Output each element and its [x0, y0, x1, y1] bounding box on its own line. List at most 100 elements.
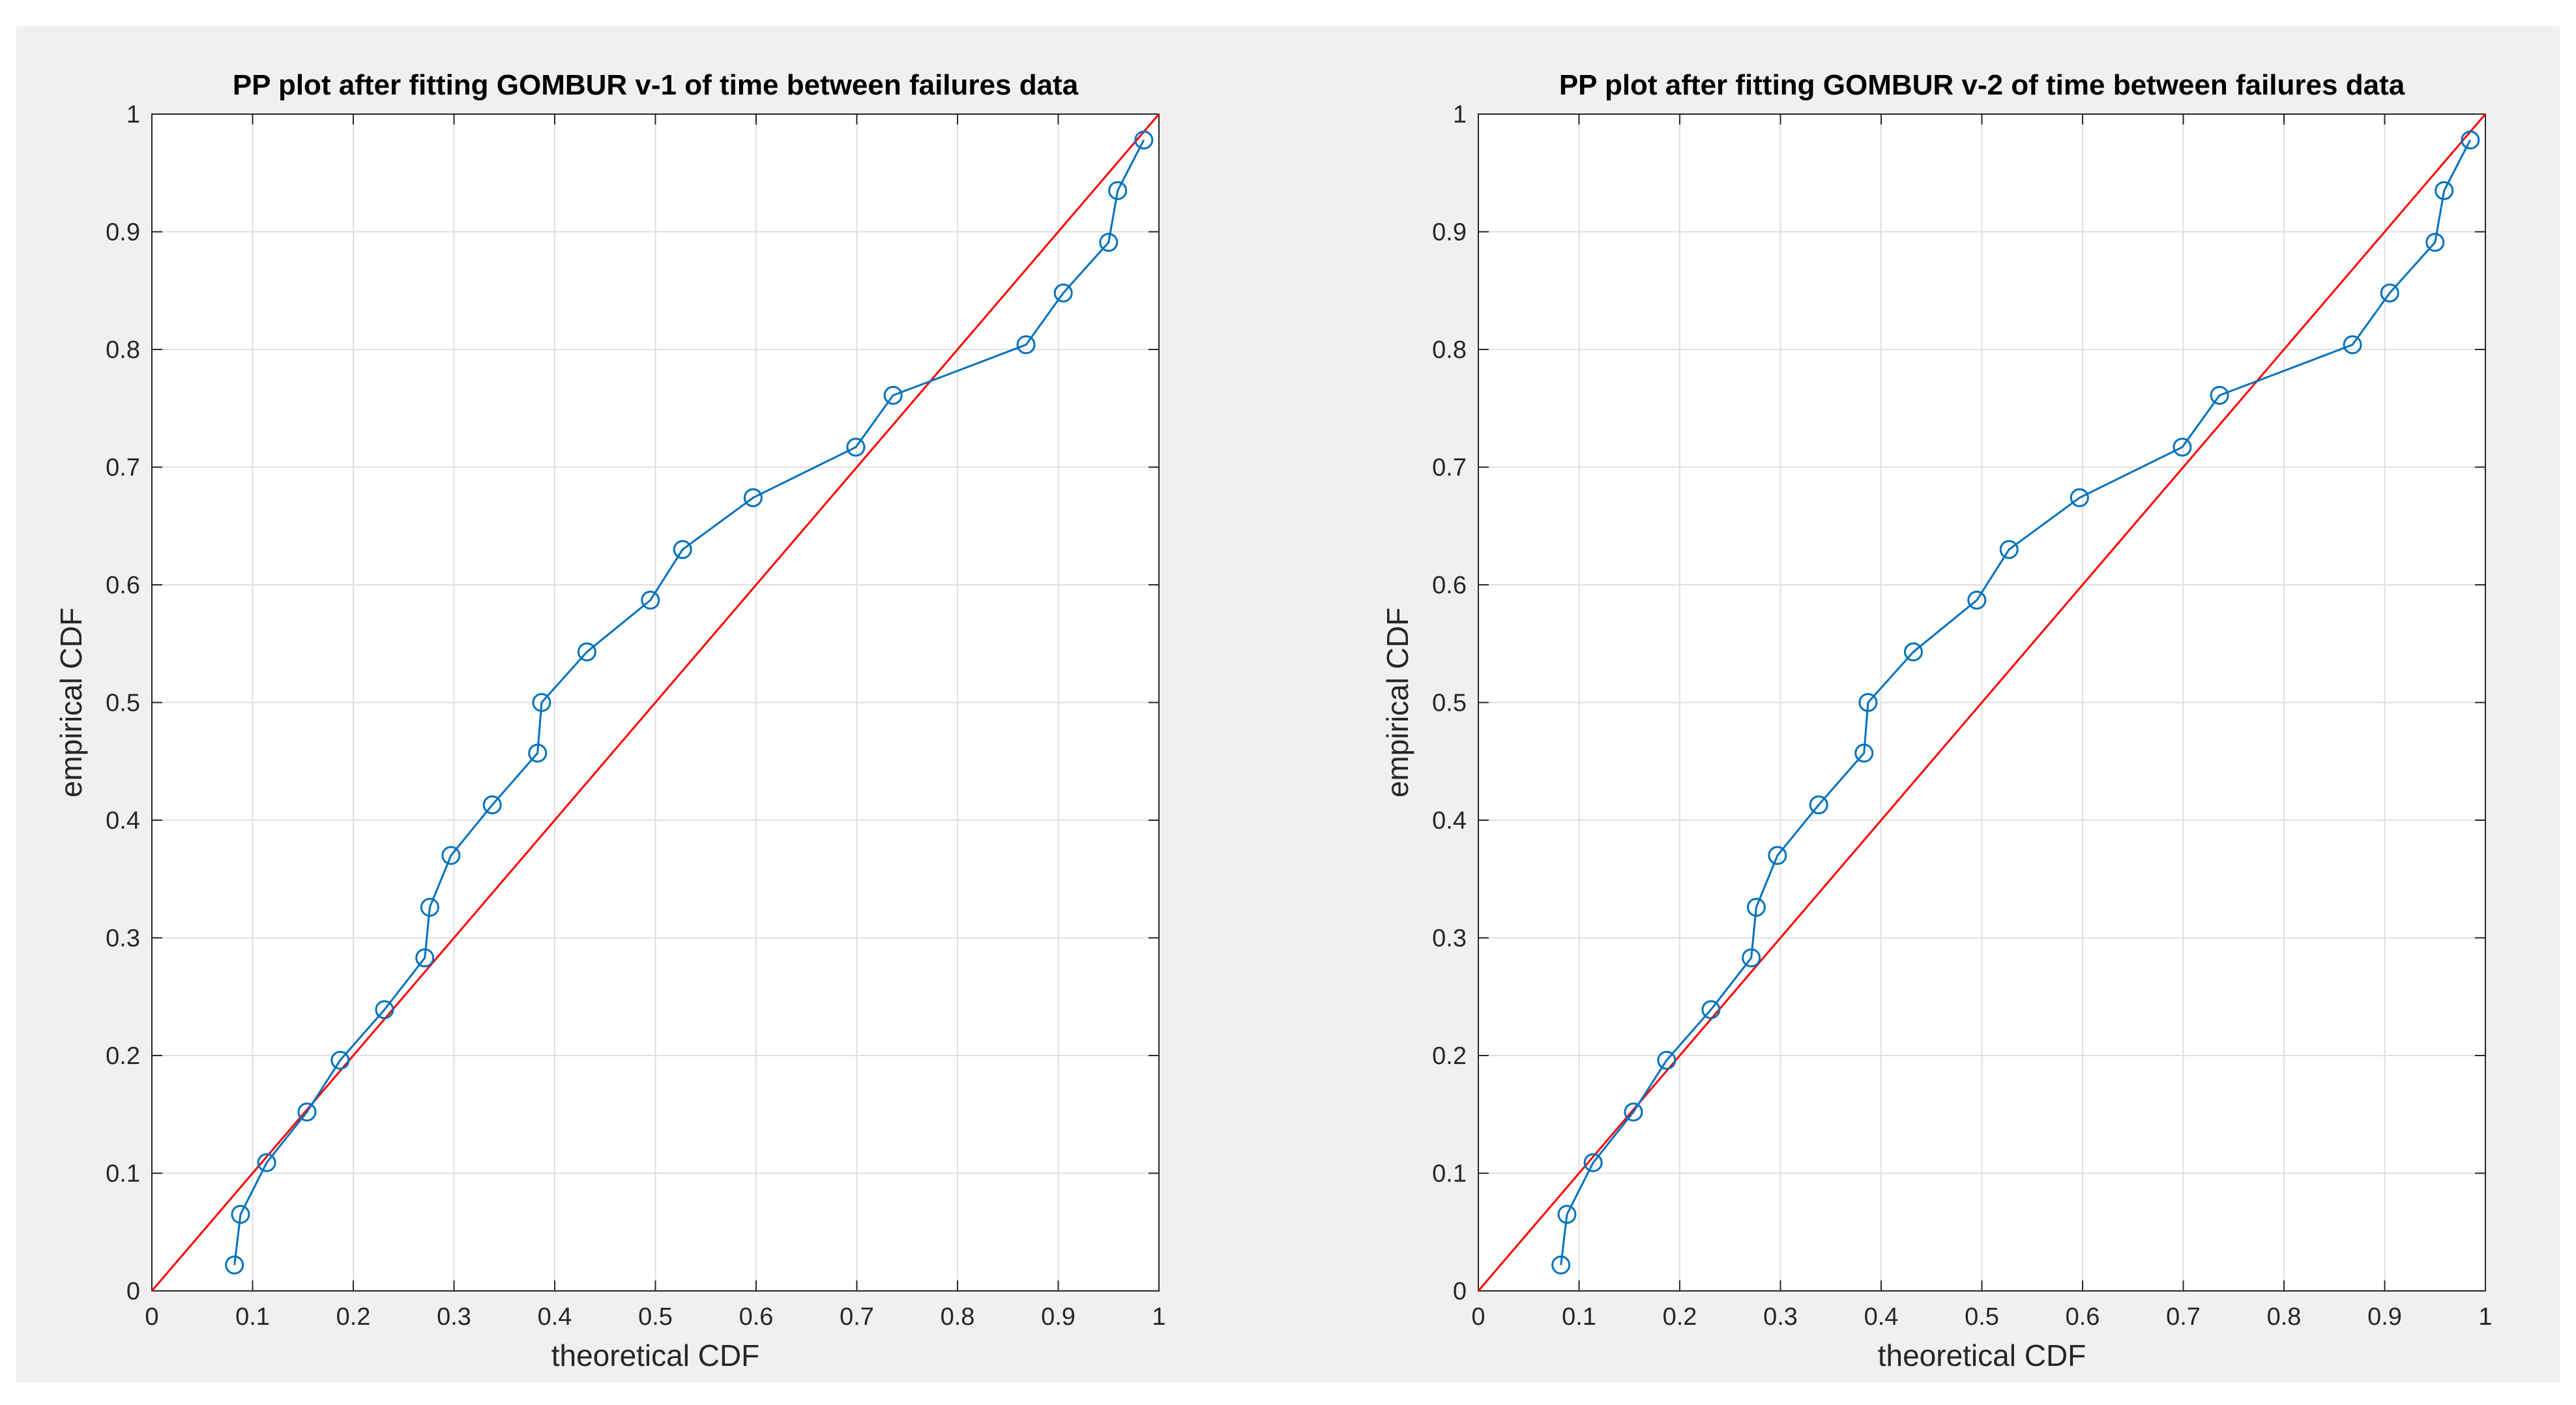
- y-tick-label: 0.7: [106, 454, 140, 482]
- x-tick-label: 0.3: [437, 1303, 471, 1331]
- figure-window: 0 0.1 0.2 0.3 0.4 0.5 0.6 0.7 0.8 0.9 1 0 0.1 0.2 0.3 0…: [16, 26, 2560, 1382]
- data-point-marker: [743, 488, 763, 507]
- x-tick-label: 0: [1471, 1303, 1485, 1331]
- axes-frame: [151, 113, 1160, 1292]
- data-point-marker: [846, 437, 866, 457]
- x-tick-label: 1: [2478, 1303, 2492, 1331]
- data-point-marker: [1551, 1255, 1571, 1275]
- data-point-marker: [2425, 233, 2445, 252]
- x-tick-label: 0.7: [840, 1303, 874, 1331]
- data-point-marker: [1016, 335, 1036, 355]
- y-tick-label: 0: [126, 1278, 140, 1305]
- y-tick-label: 0.9: [106, 219, 140, 246]
- data-point-marker: [1967, 590, 1987, 610]
- data-point-marker: [1809, 795, 1828, 815]
- x-tick-label: 0.3: [1763, 1303, 1798, 1331]
- y-tick-label: 0.3: [106, 925, 140, 953]
- data-point-marker: [532, 693, 551, 712]
- y-tick-label: 0.7: [1432, 454, 1467, 482]
- y-tick-label: 0.4: [1432, 807, 1467, 835]
- data-point-marker: [2380, 283, 2399, 303]
- y-tick-label: 0.4: [106, 807, 140, 835]
- y-tick-label: 0.1: [1432, 1161, 1467, 1188]
- data-point-marker: [1903, 642, 1923, 662]
- data-point-marker: [1624, 1102, 1643, 1122]
- series-line: [1560, 140, 2472, 1265]
- data-point-marker: [2070, 488, 2089, 507]
- x-tick-label: 0.6: [2066, 1303, 2100, 1331]
- figure-canvas: 0 0.1 0.2 0.3 0.4 0.5 0.6 0.7 0.8 0.9 1 0 0.1 0.2 0.3 0…: [54, 69, 2493, 1372]
- data-point-marker: [297, 1102, 317, 1122]
- data-point-marker: [2173, 437, 2192, 457]
- chart-title: PP plot after fitting GOMBUR v-1 of time…: [233, 69, 1079, 101]
- y-tick-label: 0: [1453, 1278, 1467, 1305]
- data-point-marker: [375, 1000, 394, 1020]
- y-tick-label: 0.8: [1432, 336, 1467, 364]
- data-point-marker: [1108, 181, 1128, 200]
- data-point-marker: [577, 642, 596, 662]
- y-tick-label: 0.2: [106, 1043, 140, 1070]
- x-tick-label: 0.9: [2367, 1303, 2402, 1331]
- y-tick-label: 0.1: [106, 1161, 140, 1188]
- y-tick-label: 1: [126, 101, 140, 128]
- data-point-marker: [1053, 283, 1073, 303]
- x-tick-label: 0.4: [538, 1303, 572, 1331]
- data-point-marker: [1768, 846, 1787, 865]
- data-point-marker: [420, 898, 439, 917]
- data-point-marker: [2435, 181, 2454, 200]
- data-point-marker: [330, 1050, 350, 1070]
- data-point-marker: [1742, 948, 1761, 968]
- data-point-marker: [883, 385, 903, 405]
- x-axis-label: theoretical CDF: [551, 1338, 760, 1372]
- data-point-marker: [2210, 385, 2229, 405]
- y-tick-label: 0.6: [106, 572, 140, 599]
- y-tick-label: 1: [1453, 101, 1467, 128]
- data-point-marker: [528, 743, 548, 763]
- data-point-marker: [1701, 1000, 1721, 1020]
- x-tick-label: 0.4: [1864, 1303, 1899, 1331]
- data-point-marker: [1557, 1205, 1577, 1224]
- data-point-marker: [1657, 1050, 1676, 1070]
- x-tick-label: 0.8: [941, 1303, 975, 1331]
- x-tick-label: 0.2: [336, 1303, 371, 1331]
- reference-line: [151, 113, 1160, 1292]
- y-tick-label: 0.6: [1432, 572, 1467, 599]
- data-point-marker: [1583, 1153, 1603, 1172]
- data-point-marker: [1099, 233, 1119, 252]
- data-point-marker: [2343, 335, 2362, 355]
- data-point-marker: [415, 948, 435, 968]
- y-tick-label: 0.9: [1432, 219, 1467, 246]
- data-point-marker: [1999, 540, 2019, 559]
- x-tick-label: 0.5: [638, 1303, 673, 1331]
- data-point-marker: [1854, 743, 1874, 763]
- data-point-marker: [641, 590, 660, 610]
- data-point-marker: [225, 1255, 244, 1275]
- data-point-marker: [1858, 693, 1878, 712]
- y-tick-label: 0.2: [1432, 1043, 1467, 1070]
- y-tick-label: 0.5: [1432, 690, 1467, 717]
- x-tick-label: 0.7: [2166, 1303, 2201, 1331]
- x-tick-label: 0.2: [1663, 1303, 1697, 1331]
- data-point-marker: [482, 795, 502, 815]
- x-tick-label: 0.5: [1965, 1303, 1999, 1331]
- reference-line: [1477, 113, 2487, 1292]
- x-tick-label: 0.9: [1041, 1303, 1076, 1331]
- data-point-marker: [673, 540, 692, 559]
- y-tick-label: 0.8: [106, 336, 140, 364]
- y-tick-label: 0.5: [106, 690, 140, 717]
- y-axis-label: empirical CDF: [54, 608, 88, 797]
- chart-title: PP plot after fitting GOMBUR v-2 of time…: [1559, 69, 2405, 101]
- data-point-marker: [2461, 130, 2480, 150]
- x-tick-label: 0: [145, 1303, 158, 1331]
- x-tick-label: 0.6: [739, 1303, 774, 1331]
- x-axis-label: theoretical CDF: [1878, 1338, 2086, 1372]
- x-tick-label: 1: [1152, 1303, 1165, 1331]
- y-tick-label: 0.3: [1432, 925, 1467, 953]
- data-point-marker: [441, 846, 461, 865]
- series-line: [233, 140, 1145, 1265]
- y-axis-label: empirical CDF: [1381, 608, 1414, 797]
- x-tick-label: 0.8: [2267, 1303, 2302, 1331]
- x-tick-label: 0.1: [235, 1303, 270, 1331]
- data-point-marker: [1134, 130, 1154, 150]
- data-point-marker: [257, 1153, 276, 1172]
